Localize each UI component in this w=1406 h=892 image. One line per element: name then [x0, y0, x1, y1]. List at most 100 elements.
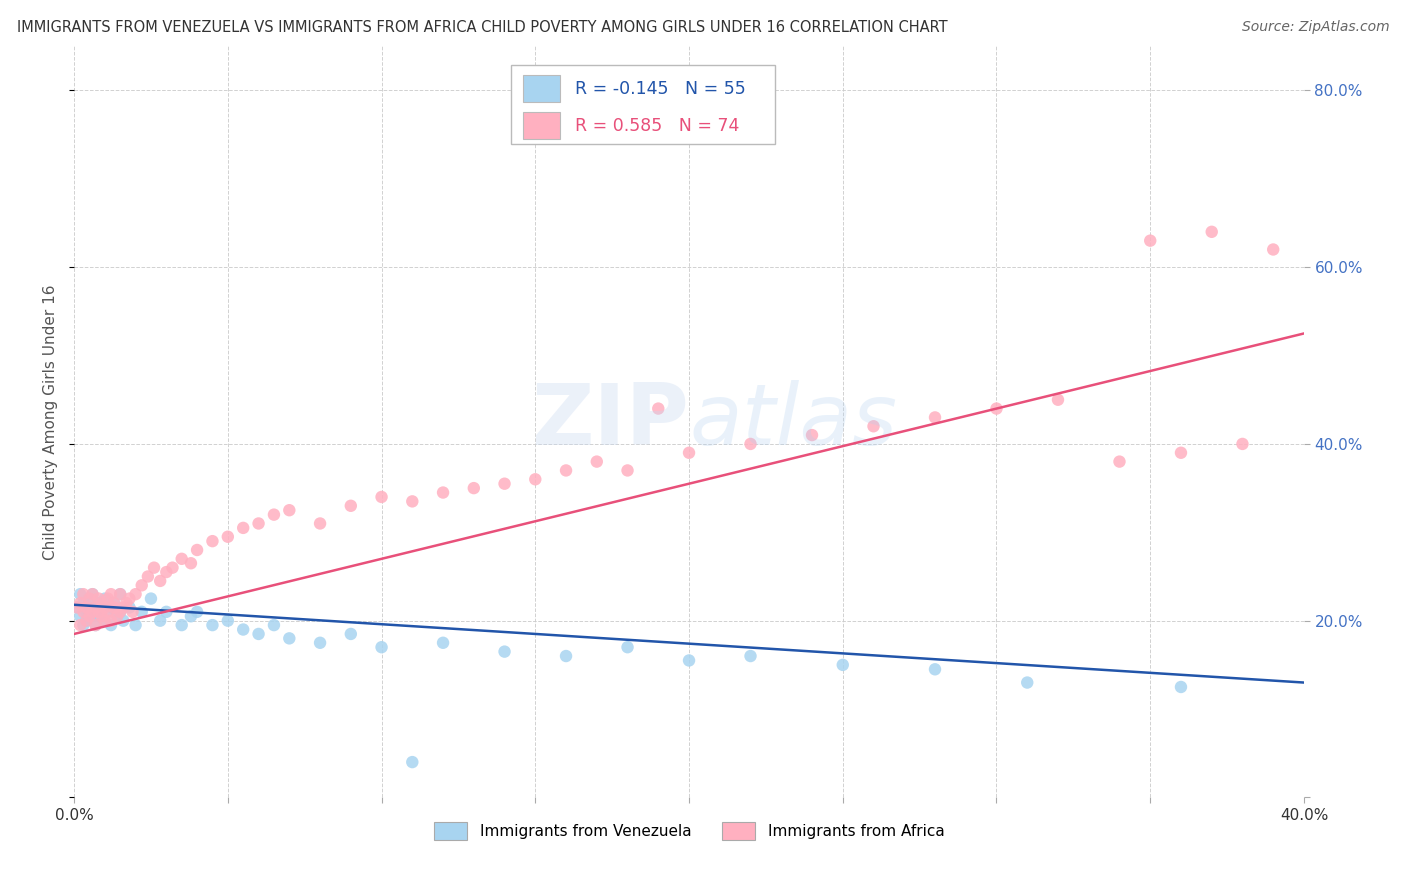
- Point: [678, 446, 700, 460]
- Point: [84, 600, 107, 615]
- Point: [131, 605, 153, 619]
- Point: [1170, 680, 1192, 694]
- Point: [112, 600, 135, 615]
- Point: [103, 596, 125, 610]
- Point: [278, 503, 301, 517]
- Point: [118, 591, 141, 606]
- Point: [87, 596, 110, 610]
- Point: [1263, 243, 1285, 257]
- Point: [90, 596, 112, 610]
- Point: [100, 587, 122, 601]
- Point: [616, 640, 638, 655]
- Point: [401, 755, 423, 769]
- Point: [180, 609, 202, 624]
- Point: [155, 605, 177, 619]
- Point: [1139, 234, 1161, 248]
- Point: [105, 609, 128, 624]
- Point: [678, 653, 700, 667]
- FancyBboxPatch shape: [523, 75, 560, 103]
- Point: [263, 508, 285, 522]
- Point: [87, 591, 110, 606]
- Point: [524, 472, 547, 486]
- Point: [801, 428, 824, 442]
- Point: [309, 636, 332, 650]
- Point: [72, 587, 94, 601]
- Legend: Immigrants from Venezuela, Immigrants from Africa: Immigrants from Venezuela, Immigrants fr…: [427, 816, 950, 847]
- Point: [105, 609, 128, 624]
- Point: [94, 600, 117, 615]
- Point: [585, 454, 607, 468]
- Point: [247, 516, 270, 531]
- Point: [432, 485, 454, 500]
- Point: [84, 618, 107, 632]
- Point: [112, 614, 135, 628]
- Point: [186, 543, 208, 558]
- Text: R = 0.585   N = 74: R = 0.585 N = 74: [575, 117, 740, 135]
- Point: [100, 614, 122, 628]
- Point: [82, 605, 104, 619]
- Point: [232, 521, 254, 535]
- Point: [84, 618, 107, 632]
- Point: [149, 574, 172, 588]
- Point: [118, 600, 141, 615]
- Point: [90, 600, 112, 615]
- Point: [69, 618, 91, 632]
- Point: [463, 481, 485, 495]
- Y-axis label: Child Poverty Among Girls Under 16: Child Poverty Among Girls Under 16: [44, 284, 58, 559]
- FancyBboxPatch shape: [523, 112, 560, 139]
- Point: [278, 632, 301, 646]
- Point: [108, 605, 131, 619]
- Point: [217, 614, 239, 628]
- Point: [740, 437, 762, 451]
- Point: [180, 556, 202, 570]
- Point: [69, 596, 91, 610]
- Point: [555, 463, 578, 477]
- Point: [124, 587, 146, 601]
- Point: [87, 605, 110, 619]
- Point: [94, 591, 117, 606]
- Point: [121, 605, 143, 619]
- Point: [924, 410, 946, 425]
- Point: [1201, 225, 1223, 239]
- Point: [432, 636, 454, 650]
- Point: [201, 534, 224, 549]
- Point: [149, 614, 172, 628]
- Point: [72, 618, 94, 632]
- Point: [401, 494, 423, 508]
- Point: [69, 587, 91, 601]
- Point: [924, 662, 946, 676]
- Point: [72, 605, 94, 619]
- Point: [108, 605, 131, 619]
- Point: [143, 560, 166, 574]
- Point: [555, 648, 578, 663]
- Point: [162, 560, 184, 574]
- Point: [986, 401, 1008, 416]
- Point: [75, 605, 97, 619]
- Point: [103, 600, 125, 615]
- Point: [1046, 392, 1069, 407]
- Point: [66, 600, 89, 615]
- Point: [97, 605, 120, 619]
- Point: [155, 565, 177, 579]
- Point: [309, 516, 332, 531]
- Point: [103, 596, 125, 610]
- Point: [1017, 675, 1039, 690]
- Point: [97, 591, 120, 606]
- Point: [247, 627, 270, 641]
- Text: Source: ZipAtlas.com: Source: ZipAtlas.com: [1241, 20, 1389, 34]
- Point: [1170, 446, 1192, 460]
- Point: [108, 587, 131, 601]
- Point: [94, 614, 117, 628]
- Point: [647, 401, 669, 416]
- Text: atlas: atlas: [689, 380, 897, 463]
- Point: [94, 614, 117, 628]
- Point: [139, 591, 162, 606]
- FancyBboxPatch shape: [510, 65, 775, 144]
- Text: R = -0.145   N = 55: R = -0.145 N = 55: [575, 80, 745, 98]
- Point: [170, 551, 193, 566]
- Point: [136, 569, 159, 583]
- Point: [75, 614, 97, 628]
- Point: [75, 600, 97, 615]
- Text: ZIP: ZIP: [531, 380, 689, 463]
- Point: [862, 419, 884, 434]
